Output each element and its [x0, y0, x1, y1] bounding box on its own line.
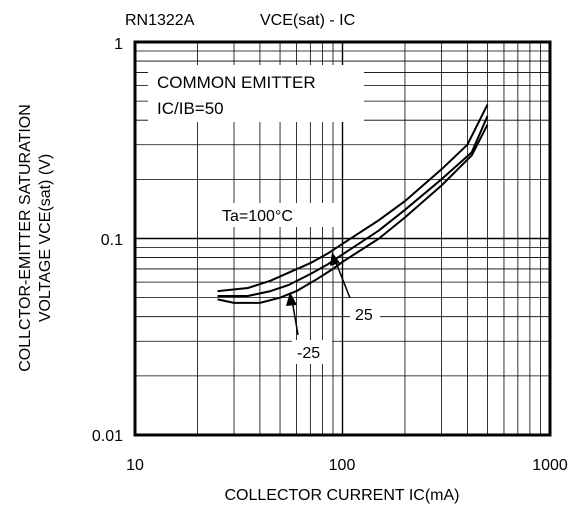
annotation-25: 25: [355, 307, 373, 324]
y-tick-0.1: 0.1: [101, 232, 123, 249]
y-tick-0.01: 0.01: [92, 428, 123, 445]
x-tick-1000: 1000: [532, 457, 568, 474]
series-line-2: [217, 124, 489, 304]
annotation-bg-minus25: [292, 340, 332, 364]
y-axis-label-line1: COLLCTOR-EMITTER SATURATION: [17, 104, 34, 372]
part-number: RN1322A: [125, 12, 195, 29]
arrow-25: [330, 252, 351, 299]
chart-title: VCE(sat) - IC: [260, 12, 355, 29]
y-axis-label-line2: VOLTAGE VCE(sat) (V): [37, 154, 54, 322]
arrow-minus25: [286, 292, 299, 336]
condition-common-emitter: COMMON EMITTER: [157, 73, 316, 92]
annotation-bg-25: [350, 303, 380, 325]
conditions-box: COMMON EMITTER IC/IB=50: [148, 65, 364, 122]
annotation-minus25: -25: [297, 345, 320, 362]
x-axis-label: COLLECTOR CURRENT IC(mA): [225, 487, 460, 504]
annotation-ta100: Ta=100°C: [222, 208, 293, 225]
condition-ic-ib: IC/IB=50: [157, 99, 224, 118]
x-tick-100: 100: [329, 457, 356, 474]
plot-frame: [133, 40, 552, 437]
x-tick-10: 10: [126, 457, 144, 474]
y-tick-1: 1: [114, 36, 123, 53]
annotation-bg-ta100: [218, 203, 334, 227]
conditions-box-bg: [148, 65, 364, 122]
series-line-0: [217, 104, 489, 293]
